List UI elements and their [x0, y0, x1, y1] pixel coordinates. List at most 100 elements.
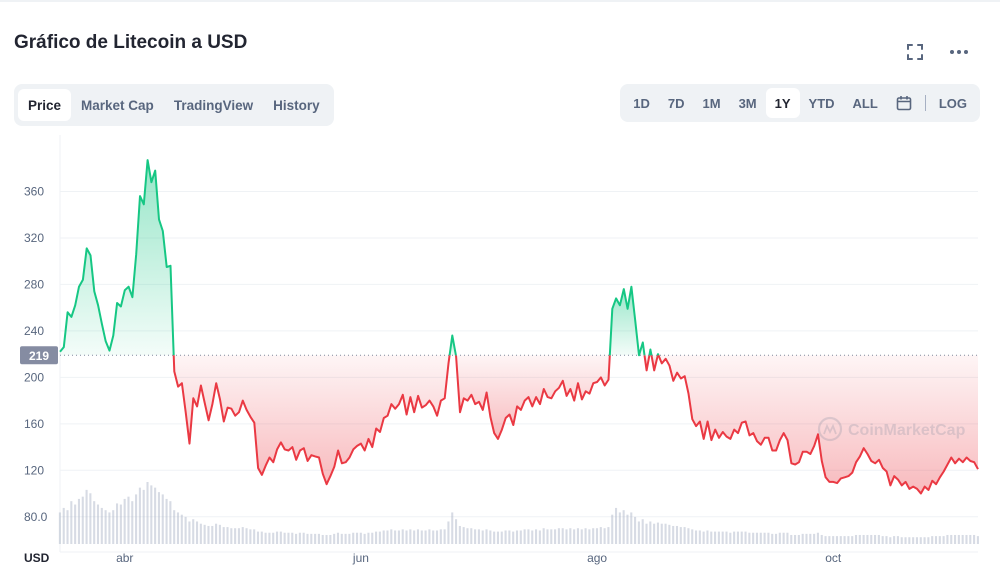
volume-bar	[108, 512, 111, 544]
x-tick-label: ago	[587, 551, 607, 565]
volume-bar	[237, 528, 240, 544]
x-tick-label: oct	[825, 551, 842, 565]
volume-bar	[717, 531, 720, 544]
volume-bar	[523, 529, 526, 544]
volume-bar	[249, 529, 252, 544]
volume-bar	[195, 521, 199, 544]
volume-bar	[77, 498, 80, 544]
volume-bar	[934, 536, 938, 544]
volume-bar	[447, 521, 450, 544]
volume-bar	[691, 529, 694, 544]
volume-bar	[173, 510, 176, 544]
volume-bar	[100, 507, 103, 544]
volume-bar	[215, 523, 218, 544]
volume-bar	[218, 524, 221, 544]
price-chart[interactable]: 219 360 320 280 240 200 160 120 80.0 USD abr jun a…	[0, 130, 1000, 574]
y-tick-label: 360	[24, 184, 44, 198]
x-tick-label: abr	[116, 551, 133, 565]
volume-bar	[226, 527, 229, 544]
volume-bar	[298, 532, 301, 544]
range-all[interactable]: ALL	[852, 95, 878, 111]
volume-bar	[275, 531, 279, 544]
volume-bar	[554, 529, 557, 544]
price-lines	[59, 159, 979, 495]
volume-bar	[222, 527, 225, 544]
volume-bar	[504, 530, 507, 544]
volume-bar	[603, 528, 606, 544]
volume-bar	[965, 534, 968, 544]
volume-bar	[847, 536, 850, 544]
volume-bar	[885, 536, 888, 544]
volume-bar	[809, 533, 812, 544]
volume-bar	[329, 534, 332, 544]
volume-bar	[531, 530, 534, 544]
volume-bar	[115, 503, 119, 544]
range-3m[interactable]: 3M	[738, 95, 757, 111]
volume-bar	[641, 519, 644, 544]
volume-bar	[634, 516, 637, 544]
volume-bar	[211, 525, 214, 544]
volume-bar	[694, 530, 698, 544]
fullscreen-icon[interactable]	[903, 40, 927, 64]
range-1d[interactable]: 1D	[633, 95, 650, 111]
volume-bar	[813, 533, 816, 544]
volume-bar	[466, 528, 469, 544]
volume-bar	[660, 523, 663, 544]
volume-bar	[260, 531, 263, 544]
chart-tabs: Price Market Cap TradingView History	[14, 84, 334, 126]
x-axis: USDabrjunagooct2021feb2	[24, 551, 842, 565]
volume-bar	[805, 533, 808, 544]
volume-bar	[378, 531, 381, 544]
area-below-reference	[455, 355, 610, 439]
volume-bar	[371, 532, 374, 544]
volume-bar	[184, 516, 187, 544]
range-7d[interactable]: 7D	[667, 95, 685, 111]
tab-history[interactable]: History	[273, 97, 320, 113]
volume-bar	[954, 534, 957, 544]
volume-bar	[435, 530, 439, 544]
volume-bar	[485, 529, 488, 544]
volume-bar	[500, 531, 503, 544]
volume-bar	[535, 529, 538, 544]
volume-bar	[451, 512, 454, 544]
watermark-text: CoinMarketCap	[848, 422, 966, 439]
volume-bar	[915, 537, 919, 544]
volume-bar	[62, 507, 65, 544]
calendar-icon[interactable]	[887, 88, 921, 118]
volume-bar	[630, 512, 633, 544]
price-line-down	[454, 355, 611, 440]
volume-bar	[74, 504, 77, 544]
volume-bar	[656, 522, 659, 544]
volume-bar	[386, 530, 389, 544]
range-1y[interactable]: 1Y	[765, 88, 800, 118]
volume-bar	[401, 529, 404, 544]
volume-bar	[976, 536, 979, 544]
volume-bar	[131, 501, 134, 544]
tab-tradingview[interactable]: TradingView	[173, 97, 254, 113]
reference-badge: 219	[20, 346, 58, 365]
range-ytd[interactable]: YTD	[808, 95, 835, 111]
chart-grid	[59, 135, 978, 553]
volume-bar	[908, 537, 911, 544]
volume-bar	[794, 534, 797, 544]
volume-bar	[157, 492, 160, 544]
y-tick-label: 320	[24, 231, 44, 245]
log-toggle[interactable]: LOG	[938, 95, 967, 111]
volume-bar	[771, 533, 774, 544]
volume-bar	[104, 510, 107, 544]
more-icon[interactable]	[947, 40, 971, 64]
tab-market-cap[interactable]: Market Cap	[81, 97, 154, 113]
volume-bar	[592, 528, 595, 544]
y-tick-label: 200	[24, 370, 44, 384]
tab-price[interactable]: Price	[18, 89, 72, 121]
y-tick-label: 280	[24, 277, 44, 291]
volume-bar	[420, 530, 423, 544]
volume-bar	[241, 527, 244, 544]
volume-bar	[599, 527, 602, 544]
volume-bar	[950, 534, 953, 544]
volume-bar	[668, 524, 671, 544]
volume-bar	[725, 531, 728, 544]
volume-bar	[546, 529, 549, 544]
volume-bar	[584, 528, 587, 544]
range-1m[interactable]: 1M	[702, 95, 721, 111]
